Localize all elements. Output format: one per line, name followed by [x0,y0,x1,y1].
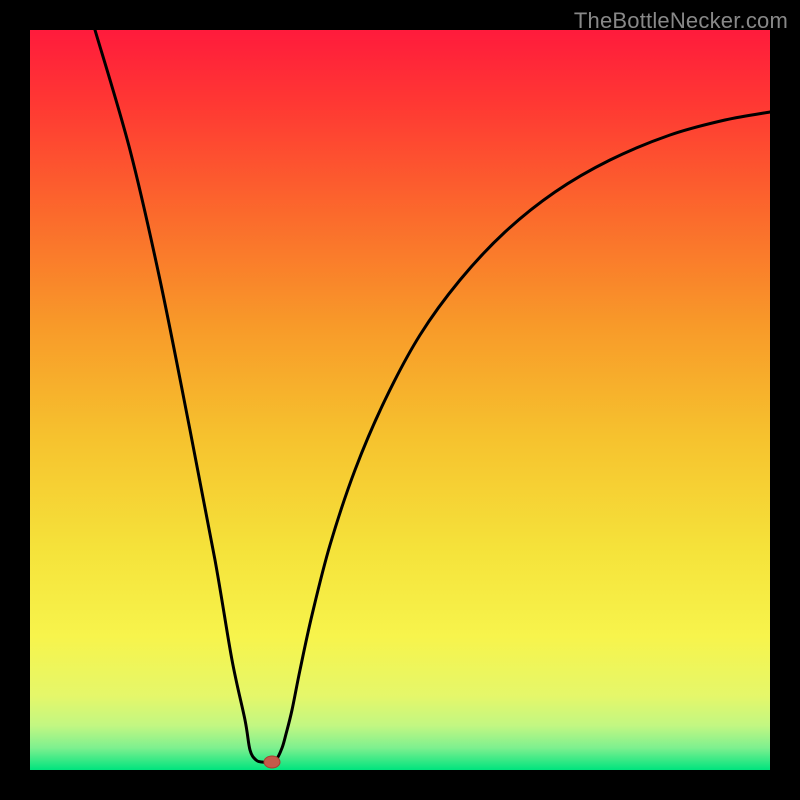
watermark-text: TheBottleNecker.com [574,8,788,34]
bottleneck-chart [0,0,800,800]
chart-container: TheBottleNecker.com [0,0,800,800]
chart-gradient-background [30,30,770,770]
optimal-point-marker [264,756,280,768]
